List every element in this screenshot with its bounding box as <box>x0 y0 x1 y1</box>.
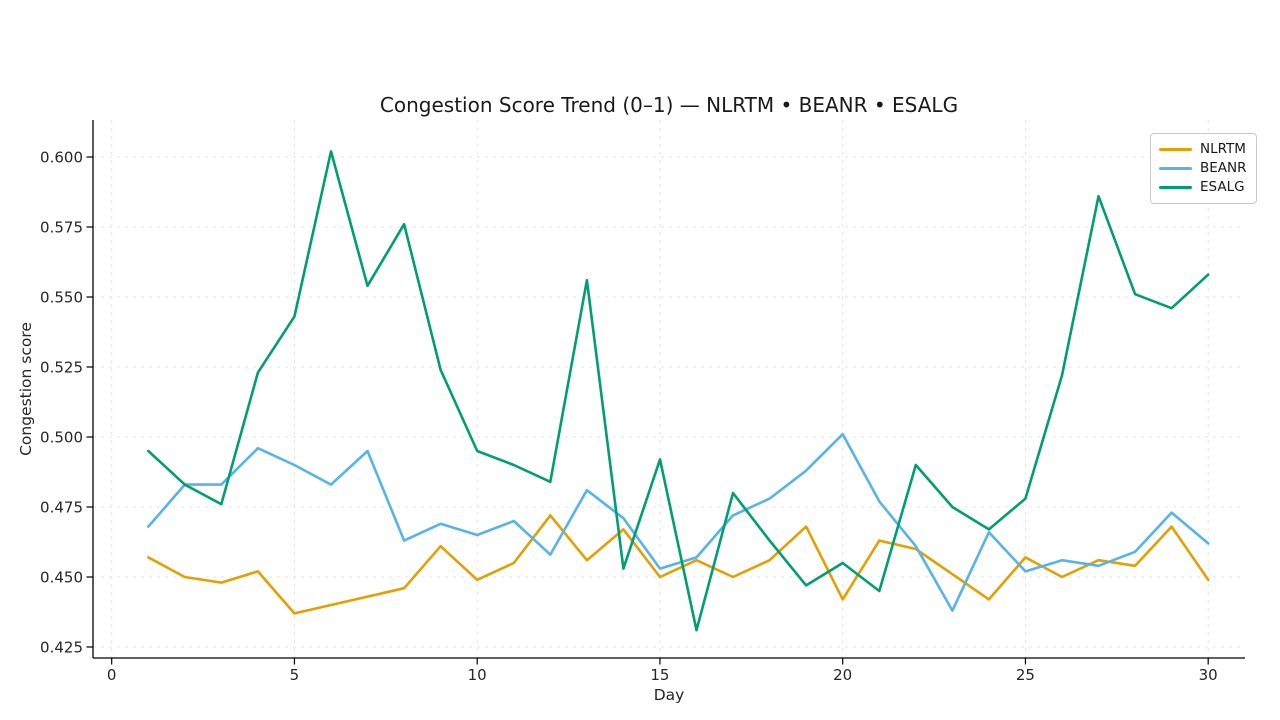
legend-swatch-ESALG <box>1159 186 1192 190</box>
legend-item-ESALG: ESALG <box>1159 178 1248 195</box>
series-line-NLRTM <box>147 514 1210 615</box>
y-tick-label-0.475: 0.475 <box>40 499 83 517</box>
y-tick-label-0.525: 0.525 <box>40 359 83 377</box>
legend-label-BEANR: BEANR <box>1200 159 1247 176</box>
y-tick-label-0.450: 0.450 <box>40 569 83 587</box>
x-tick-label-10: 10 <box>468 666 487 684</box>
legend-swatch-BEANR <box>1159 167 1192 170</box>
grid-layer <box>93 120 1245 658</box>
x-tick-label-0: 0 <box>107 666 117 684</box>
x-tick-label-5: 5 <box>290 666 300 684</box>
y-tick-label-0.575: 0.575 <box>40 219 83 237</box>
x-tick-label-25: 25 <box>1016 666 1035 684</box>
series-line-BEANR <box>147 432 1210 612</box>
axes-layer: 0 5 10 15 20 25 30 0.425 0.450 0.475 0.500 0.525 0.5… <box>40 120 1245 684</box>
chart-title: Congestion Score Trend (0–1) — NLRTM • B… <box>380 93 958 117</box>
legend-item-NLRTM: NLRTM <box>1159 140 1248 157</box>
legend-swatch-NLRTM <box>1159 147 1192 151</box>
x-tick-label-15: 15 <box>650 666 669 684</box>
legend-label-NLRTM: NLRTM <box>1200 140 1246 157</box>
x-axis-label: Day <box>654 686 685 704</box>
y-tick-label-0.500: 0.500 <box>40 429 83 447</box>
legend-item-BEANR: BEANR <box>1159 159 1248 176</box>
series-layer <box>147 150 1210 632</box>
y-tick-label-0.550: 0.550 <box>40 289 83 307</box>
y-tick-label-0.425: 0.425 <box>40 639 83 657</box>
legend-label-ESALG: ESALG <box>1200 178 1245 195</box>
series-line-ESALG <box>147 150 1210 632</box>
y-axis-label: Congestion score <box>17 322 35 456</box>
x-tick-label-20: 20 <box>833 666 852 684</box>
legend: NLRTM BEANR ESALG <box>1150 133 1257 204</box>
y-tick-label-0.600: 0.600 <box>40 149 83 167</box>
x-tick-label-30: 30 <box>1199 666 1218 684</box>
